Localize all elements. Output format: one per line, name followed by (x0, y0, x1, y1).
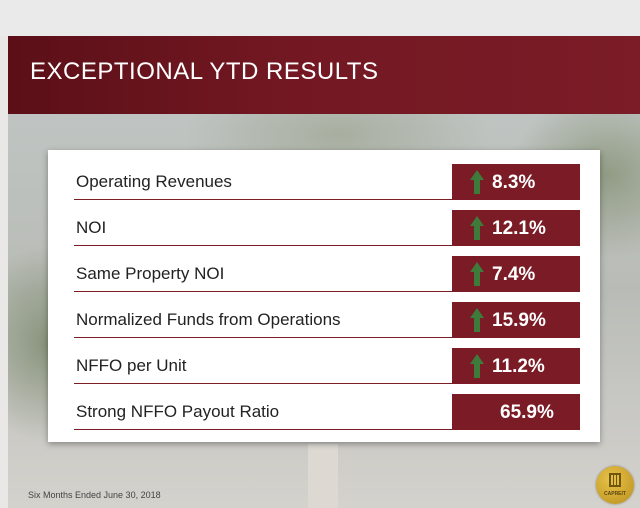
metric-value-box: 65.9% (452, 394, 580, 430)
metric-value: 8.3% (492, 172, 536, 193)
metric-label: Normalized Funds from Operations (76, 310, 341, 329)
metric-label: NOI (76, 218, 107, 237)
metric-label: NFFO per Unit (76, 356, 187, 375)
row-divider (74, 245, 452, 246)
metric-row: Operating Revenues 8.3% (74, 164, 582, 200)
up-arrow-icon (470, 354, 484, 378)
up-arrow-icon (470, 308, 484, 332)
building-icon (609, 473, 621, 487)
up-arrow-icon (470, 170, 484, 194)
metric-value-box: 12.1% (452, 210, 580, 246)
metric-row: Strong NFFO Payout Ratio 65.9% (74, 394, 582, 430)
results-card: Operating Revenues 8.3% NOI 12.1% Same P… (48, 150, 600, 442)
metric-value-box: 15.9% (452, 302, 580, 338)
title-bar: EXCEPTIONAL YTD RESULTS (8, 36, 640, 114)
background-road (308, 444, 338, 508)
metric-row: Normalized Funds from Operations 15.9% (74, 302, 582, 338)
metric-row: Same Property NOI 7.4% (74, 256, 582, 292)
metric-value: 7.4% (492, 264, 536, 285)
metric-label: Strong NFFO Payout Ratio (76, 402, 280, 421)
metric-value: 11.2% (492, 356, 545, 377)
row-divider (74, 337, 452, 338)
slide-title: EXCEPTIONAL YTD RESULTS (30, 58, 379, 85)
metric-label: Operating Revenues (76, 172, 232, 191)
row-divider (74, 383, 452, 384)
logo-text: CAPREIT (604, 491, 626, 497)
metric-value: 65.9% (500, 402, 554, 423)
metric-row: NFFO per Unit 11.2% (74, 348, 582, 384)
metric-label: Same Property NOI (76, 264, 225, 283)
metric-value: 12.1% (492, 218, 546, 239)
metric-value-box: 7.4% (452, 256, 580, 292)
footer-note: Six Months Ended June 30, 2018 (28, 490, 161, 500)
top-band (0, 0, 640, 36)
row-divider (74, 291, 452, 292)
metric-value-box: 11.2% (452, 348, 580, 384)
metric-value: 15.9% (492, 310, 546, 331)
metric-row: NOI 12.1% (74, 210, 582, 246)
metric-value-box: 8.3% (452, 164, 580, 200)
row-divider (74, 199, 452, 200)
company-logo: CAPREIT (596, 466, 634, 504)
row-divider (74, 429, 452, 430)
up-arrow-icon (470, 262, 484, 286)
up-arrow-icon (470, 216, 484, 240)
